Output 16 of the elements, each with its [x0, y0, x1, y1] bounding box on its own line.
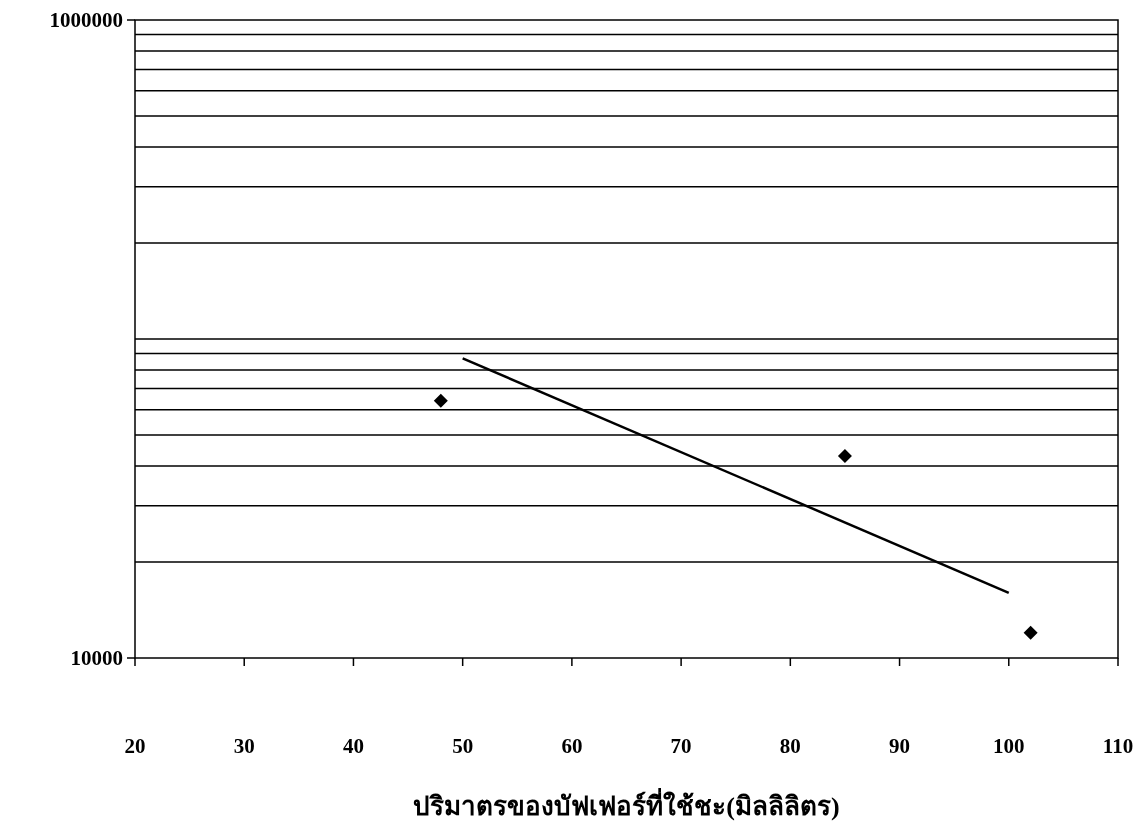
point [837, 448, 852, 463]
point [1023, 625, 1038, 640]
x-tick-label: 30 [233, 734, 255, 758]
x-tick-label: 20 [124, 734, 146, 758]
x-tick-label: 60 [561, 734, 583, 758]
x-tick-label: 40 [342, 734, 364, 758]
x-axis-title: ปริมาตรของบัฟเฟอร์ที่ใช้ชะ(มิลลิลิตร) [413, 787, 840, 821]
x-tick-label: 50 [452, 734, 474, 758]
x-tick-label: 70 [670, 734, 692, 758]
y-tick-label: 10000 [70, 646, 123, 670]
x-tick-label: 90 [889, 734, 911, 758]
x-tick-label: 110 [1102, 734, 1134, 758]
y-tick-label: 1000000 [49, 8, 123, 32]
point [433, 393, 448, 408]
x-tick-label: 80 [779, 734, 801, 758]
x-tick-label: 100 [993, 734, 1025, 758]
